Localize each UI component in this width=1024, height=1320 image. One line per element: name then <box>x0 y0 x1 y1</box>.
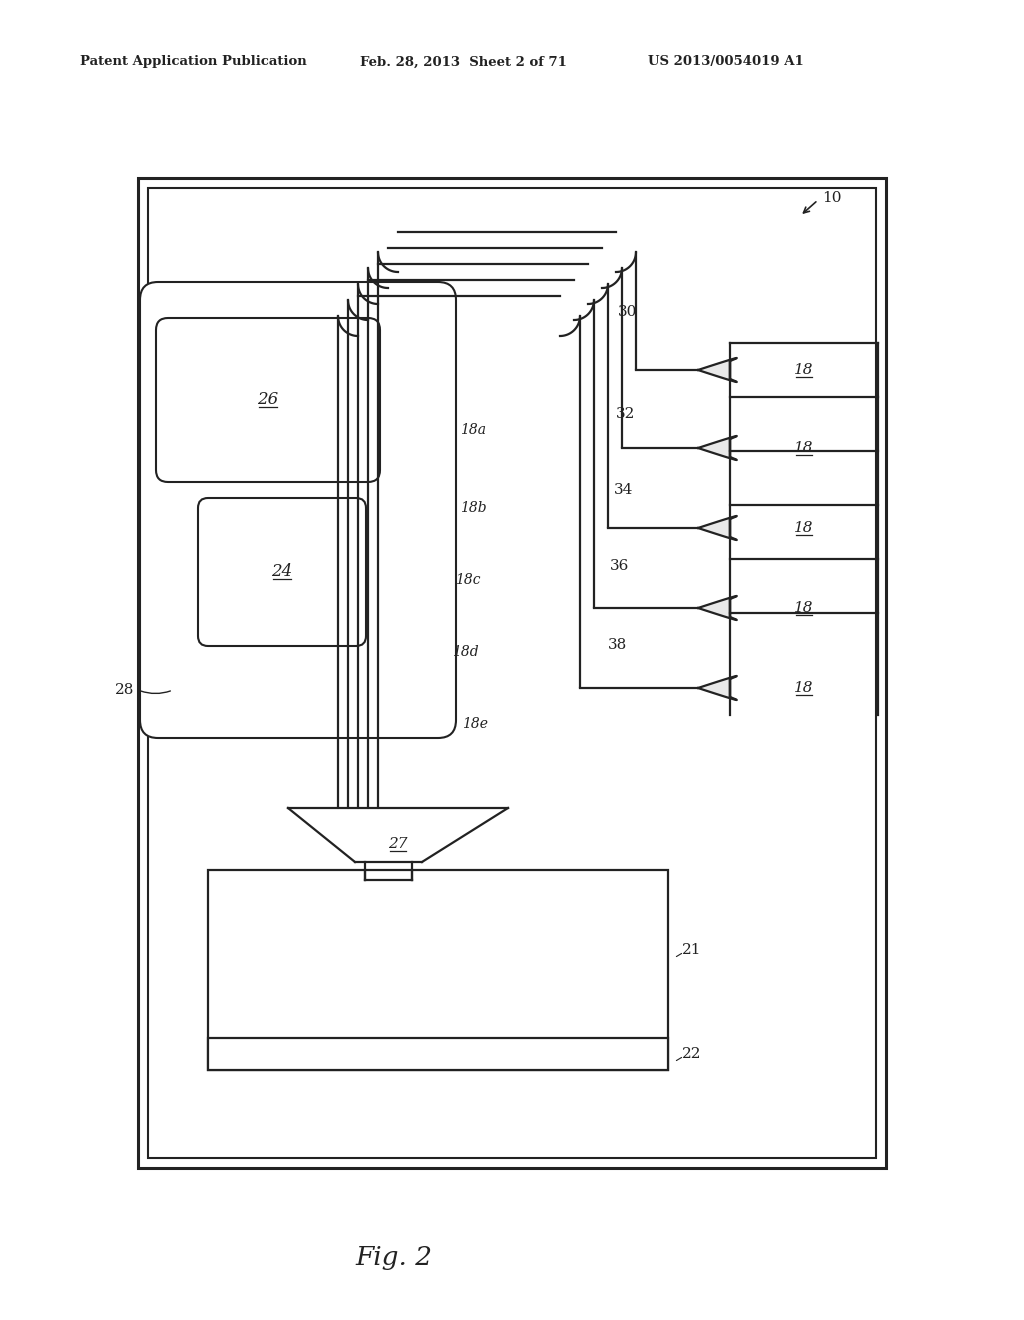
Text: 27: 27 <box>388 837 408 851</box>
Text: 18b: 18b <box>460 502 486 515</box>
Text: 18d: 18d <box>452 645 478 659</box>
Text: 18: 18 <box>795 521 814 535</box>
Text: 26: 26 <box>257 392 279 408</box>
Text: 18: 18 <box>795 363 814 378</box>
Text: 18e: 18e <box>462 717 488 731</box>
Text: Patent Application Publication: Patent Application Publication <box>80 55 307 69</box>
FancyBboxPatch shape <box>140 282 456 738</box>
Text: 22: 22 <box>682 1047 701 1061</box>
Text: 34: 34 <box>614 483 634 498</box>
Bar <box>138 178 886 1168</box>
Text: 10: 10 <box>822 191 842 205</box>
Text: 32: 32 <box>616 407 635 421</box>
Text: Feb. 28, 2013  Sheet 2 of 71: Feb. 28, 2013 Sheet 2 of 71 <box>360 55 567 69</box>
Polygon shape <box>698 358 737 381</box>
Text: Fig. 2: Fig. 2 <box>355 1246 432 1270</box>
Text: 30: 30 <box>618 305 637 319</box>
Text: US 2013/0054019 A1: US 2013/0054019 A1 <box>648 55 804 69</box>
Text: 24: 24 <box>271 564 293 581</box>
FancyBboxPatch shape <box>156 318 380 482</box>
Polygon shape <box>698 597 737 620</box>
Text: 18a: 18a <box>460 422 486 437</box>
Text: 38: 38 <box>608 638 628 652</box>
Text: 28: 28 <box>115 682 134 697</box>
Bar <box>208 1038 668 1071</box>
Text: 18: 18 <box>795 441 814 455</box>
Bar <box>148 187 876 1158</box>
Bar <box>208 870 668 1071</box>
Text: 18: 18 <box>795 681 814 696</box>
FancyBboxPatch shape <box>198 498 366 645</box>
Polygon shape <box>698 516 737 540</box>
Text: 18: 18 <box>795 601 814 615</box>
Text: 18c: 18c <box>455 573 480 587</box>
Polygon shape <box>698 676 737 700</box>
Text: 21: 21 <box>682 942 701 957</box>
Text: 36: 36 <box>610 558 630 573</box>
Polygon shape <box>698 436 737 459</box>
